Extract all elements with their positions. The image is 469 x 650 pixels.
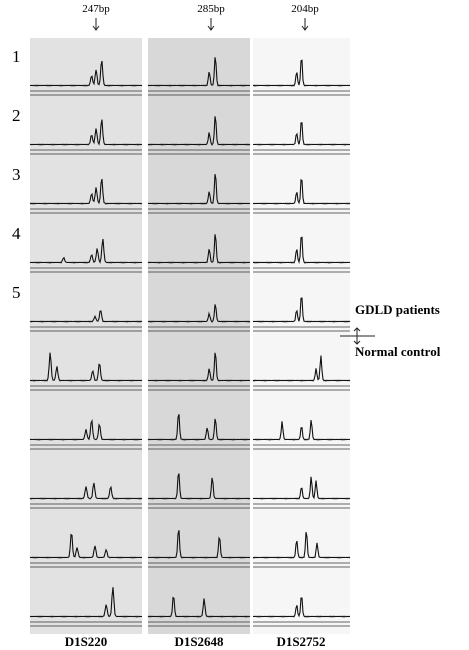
row-number: 4: [12, 224, 21, 243]
panel-bg: [30, 38, 142, 634]
marker-name: D1S2648: [174, 634, 224, 649]
size-label: 247bp: [82, 3, 110, 15]
marker-name: D1S220: [65, 634, 108, 649]
page: 247bp 285bp 204bp GDLD patients Normal c…: [0, 0, 469, 650]
panel-bg: [148, 38, 250, 634]
row-number: 1: [12, 47, 21, 66]
group-label: GDLD patients: [355, 302, 440, 317]
row-number: 2: [12, 106, 21, 125]
group-label: Normal control: [355, 344, 441, 359]
panel-bg: [253, 38, 350, 634]
size-label: 285bp: [197, 3, 225, 15]
figure: 247bp 285bp 204bp GDLD patients Normal c…: [0, 0, 469, 650]
row-number: 5: [12, 283, 21, 302]
row-number: 3: [12, 165, 21, 184]
marker-name: D1S2752: [276, 634, 325, 649]
size-label: 204bp: [291, 3, 319, 15]
